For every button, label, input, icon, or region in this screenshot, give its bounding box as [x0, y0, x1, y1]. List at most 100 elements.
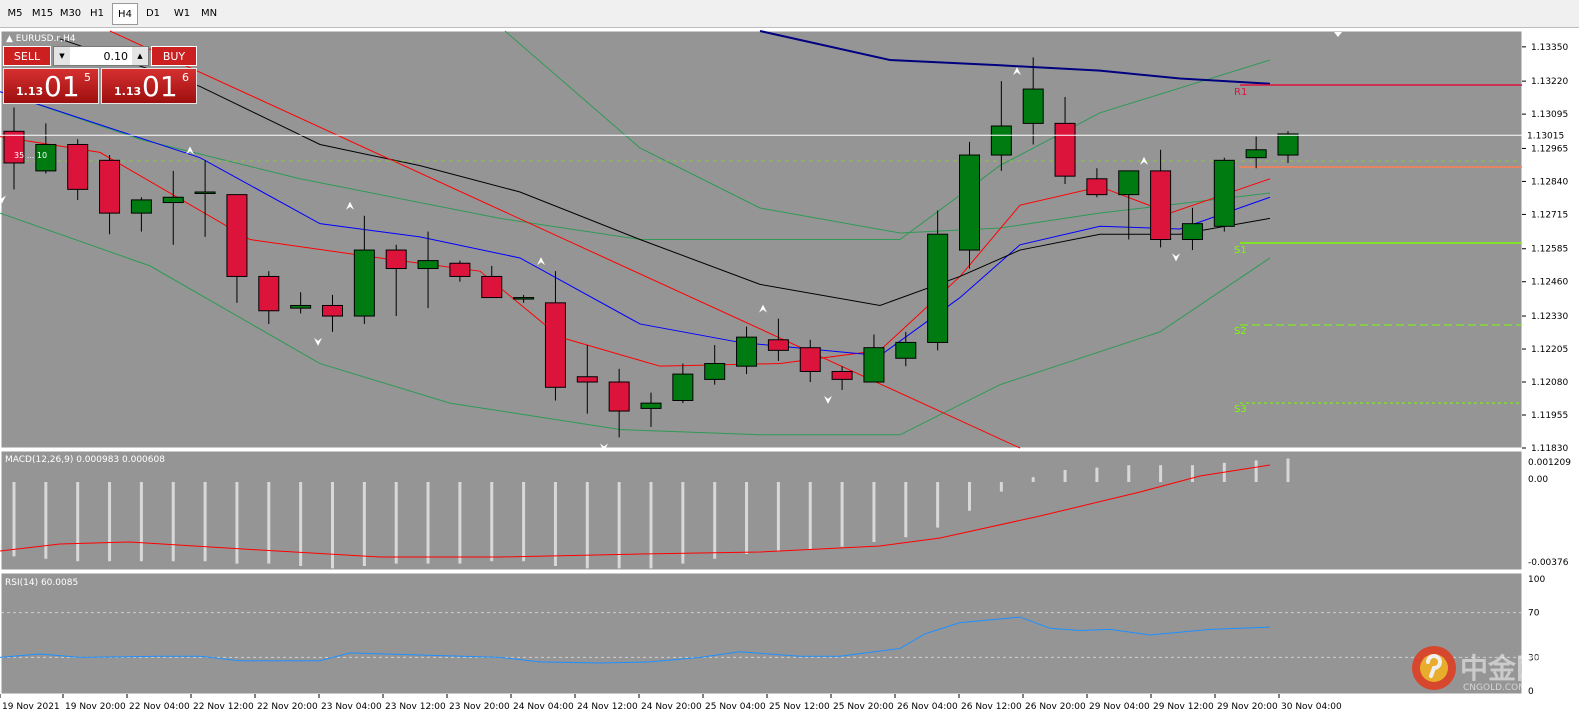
candle [1245, 149, 1267, 159]
sell-button[interactable]: SELL [3, 46, 51, 66]
watermark-tagline: 中 文 财 经 新 媒 体 [1415, 695, 1495, 707]
candle [1022, 88, 1044, 124]
candle [353, 249, 375, 317]
price-axis-label: 1.13350 [1531, 43, 1568, 53]
symbol-label: ▲ EURUSD.r,H4 [6, 34, 76, 44]
rsi-line [0, 616, 1271, 664]
macd-panel[interactable] [1, 451, 1522, 570]
ask-price-box[interactable]: 1.13 01 6 [101, 68, 197, 104]
time-axis-label: 26 Nov 04:00 [897, 702, 958, 712]
pivot-label: S3 [1234, 404, 1247, 415]
lot-size-field: ▼ ▲ [53, 46, 149, 66]
price-axis-label: 1.11830 [1531, 444, 1568, 454]
macd-axis-label: -0.00376 [1528, 558, 1569, 568]
watermark: 中金网 CNGOLD.COM 中 文 财 经 新 媒 体 [1412, 646, 1544, 707]
price-axis-label: 1.12330 [1531, 312, 1568, 322]
fractal-up-icon [537, 257, 545, 266]
lot-decrease-icon[interactable]: ▼ [54, 47, 70, 65]
candle [1118, 170, 1140, 196]
fractal-up-icon [1140, 156, 1148, 165]
bollinger-band-line [0, 212, 1271, 436]
candle [417, 260, 439, 270]
fractal-down-icon [314, 337, 322, 346]
bollinger-band-line [0, 59, 1271, 240]
time-axis-label: 30 Nov 04:00 [1281, 702, 1342, 712]
candle [927, 233, 949, 343]
moving-average-line [759, 30, 1271, 85]
candle [544, 302, 566, 388]
candle [990, 125, 1012, 156]
macd-axis-label: 0.00 [1528, 475, 1548, 485]
timeframe-m15[interactable]: M15 [31, 8, 54, 19]
candle [1213, 159, 1235, 227]
rsi-axis-label: 70 [1528, 609, 1540, 619]
timeframe-w1[interactable]: W1 [173, 8, 191, 19]
candle [1181, 223, 1203, 240]
time-axis-label: 23 Nov 04:00 [321, 702, 382, 712]
price-axis-label: 1.12840 [1531, 177, 1568, 187]
candle [322, 304, 343, 317]
moving-average-line [0, 91, 1271, 357]
time-axis-label: 25 Nov 04:00 [705, 702, 766, 712]
timeframe-h1[interactable]: H1 [90, 8, 104, 19]
candle [736, 336, 758, 367]
time-axis-label: 24 Nov 04:00 [513, 702, 574, 712]
candle [99, 159, 121, 214]
candle [513, 297, 535, 300]
bid-prefix: 1.13 [16, 85, 44, 98]
one-click-trading-panel: SELL ▼ ▲ BUY 1.13 01 5 1.13 01 6 [3, 46, 197, 104]
time-axis-label: 24 Nov 12:00 [577, 702, 638, 712]
candle [704, 363, 726, 380]
time-axis-label: 24 Nov 20:00 [641, 702, 702, 712]
ask-pipette: 6 [182, 71, 189, 84]
macd-label: MACD(12,26,9) 0.000983 0.000608 [5, 455, 165, 465]
candle [831, 370, 853, 380]
buy-button[interactable]: BUY [151, 46, 197, 66]
time-axis-label: 22 Nov 12:00 [193, 702, 254, 712]
fractal-down-icon [600, 443, 608, 452]
candle [959, 154, 980, 251]
candle [1054, 122, 1076, 177]
macd-axis-label: 0.001209 [1528, 458, 1571, 468]
candle [130, 199, 152, 214]
fractal-up-icon [1013, 67, 1021, 76]
time-axis-label: 19 Nov 20:00 [65, 702, 126, 712]
chart-shift-marker[interactable] [1334, 32, 1342, 37]
price-axis-label: 1.12080 [1531, 378, 1568, 388]
lot-size-input[interactable] [72, 47, 128, 65]
bid-big-digits: 01 [44, 70, 80, 103]
candle [895, 341, 917, 359]
candle [67, 143, 89, 190]
time-axis-label: 22 Nov 20:00 [257, 702, 318, 712]
price-axis-label: 1.12460 [1531, 278, 1568, 288]
candle [767, 339, 789, 351]
bid-price-box[interactable]: 1.13 01 5 [3, 68, 99, 104]
watermark-domain: CNGOLD.COM [1463, 683, 1526, 693]
candle [799, 347, 821, 372]
fractal-up-icon [186, 146, 194, 155]
rsi-label: RSI(14) 60.0085 [5, 578, 78, 588]
rsi-panel[interactable] [1, 573, 1522, 694]
candle [863, 347, 885, 383]
lot-increase-icon[interactable]: ▲ [132, 47, 148, 65]
fractal-down-icon [0, 195, 6, 204]
pivot-label: S1 [1234, 245, 1247, 256]
timeframe-d1[interactable]: D1 [145, 8, 161, 19]
fractal-down-icon [1172, 253, 1180, 262]
pivot-label: S2 [1234, 326, 1247, 337]
timeframe-m30[interactable]: M30 [59, 8, 82, 19]
current-price-tag [1524, 130, 1566, 142]
time-axis-label: 29 Nov 04:00 [1089, 702, 1150, 712]
candle [290, 304, 312, 309]
price-axis-label: 1.12205 [1531, 345, 1568, 355]
timeframe-m5[interactable]: M5 [7, 8, 23, 19]
obscured-indicator-label: 35 ... 10 [14, 151, 47, 160]
candle [385, 249, 407, 270]
bid-pipette: 5 [84, 71, 91, 84]
timeframe-mn[interactable]: MN [200, 8, 218, 19]
price-axis-label: 1.12965 [1531, 144, 1568, 154]
ask-big-digits: 01 [142, 70, 178, 103]
price-axis-label: 1.13220 [1531, 77, 1568, 87]
timeframe-h4[interactable]: H4 [112, 3, 138, 25]
